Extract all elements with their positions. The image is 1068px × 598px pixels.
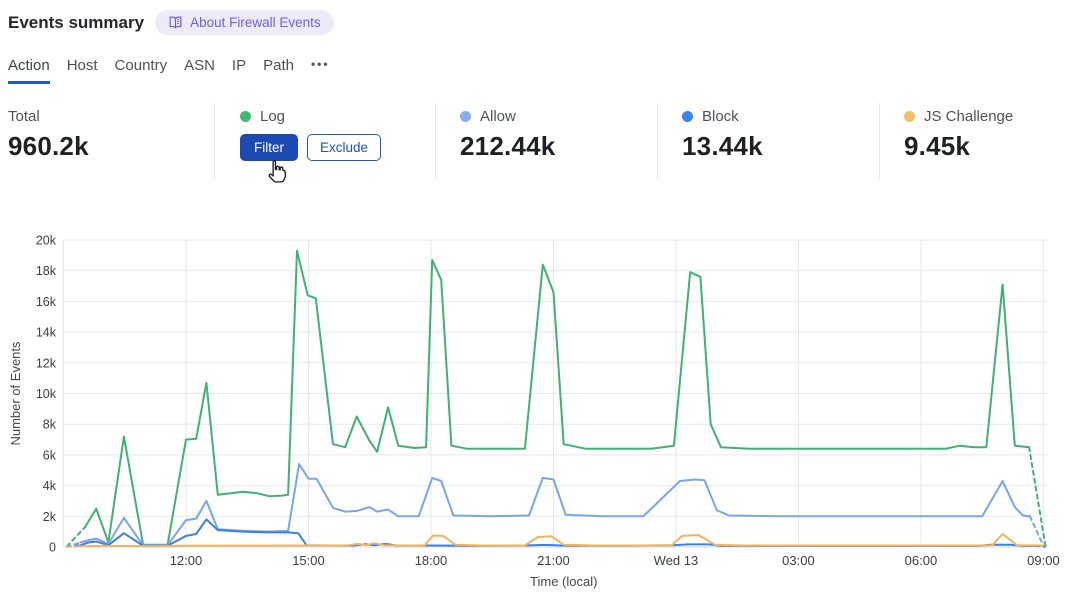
- x-tick-label: 21:00: [537, 553, 570, 568]
- stat-total-value: 960.2k: [8, 131, 89, 161]
- stat-divider: [214, 103, 215, 179]
- tab-host[interactable]: Host: [66, 57, 98, 74]
- legend-dot-block: [682, 111, 693, 122]
- y-tick-label: 8k: [43, 418, 57, 432]
- legend-dot-allow: [460, 111, 471, 122]
- y-tick-label: 2k: [43, 510, 57, 524]
- stat-divider: [657, 103, 658, 179]
- series-log-line: [84, 249, 1031, 546]
- filter-button[interactable]: Filter: [240, 134, 298, 161]
- y-axis-title: Number of Events: [8, 341, 23, 446]
- x-tick-label: 18:00: [415, 553, 448, 568]
- tab-path[interactable]: Path: [263, 57, 294, 74]
- tab-country[interactable]: Country: [114, 57, 168, 74]
- series-js-challenge-line: [79, 533, 1045, 548]
- book-icon: [169, 16, 182, 29]
- y-tick-label: 6k: [43, 448, 57, 462]
- stat-js-challenge[interactable]: JS Challenge 9.45k: [904, 108, 1013, 162]
- stat-label: Log: [260, 108, 286, 125]
- x-tick-label: 09:00: [1027, 553, 1060, 568]
- stat-label: JS Challenge: [924, 108, 1014, 125]
- about-firewall-events-badge[interactable]: About Firewall Events: [155, 10, 334, 35]
- group-by-tabs: Action Host Country ASN IP Path •••: [8, 57, 330, 84]
- events-summary-header: Events summary About Firewall Events: [8, 10, 334, 35]
- stat-total-label: Total: [8, 108, 40, 125]
- y-tick-label: 14k: [36, 326, 57, 340]
- tab-more[interactable]: •••: [310, 57, 330, 71]
- events-chart[interactable]: 0 2k 4k 6k 8k 10k 12k 14k 16k 18k 20k 12:00 15:00 18:…: [0, 225, 1068, 597]
- series-js-challenge-head-dashed: [65, 545, 82, 548]
- y-tick-label: 18k: [36, 264, 57, 278]
- y-tick-label: 0: [49, 541, 56, 555]
- tab-ip[interactable]: IP: [231, 57, 247, 74]
- stat-value: 212.44k: [460, 131, 556, 161]
- x-tick-label: 12:00: [170, 553, 203, 568]
- x-tick-label: 15:00: [292, 553, 325, 568]
- exclude-button[interactable]: Exclude: [307, 134, 382, 161]
- stat-label: Block: [702, 108, 739, 125]
- y-tick-label: 12k: [36, 356, 57, 370]
- stat-value: 13.44k: [682, 131, 763, 161]
- x-axis-title: Time (local): [530, 574, 597, 589]
- stat-divider: [879, 103, 880, 179]
- y-tick-label: 16k: [36, 295, 57, 309]
- series-log-head-dashed: [65, 526, 87, 548]
- stat-allow[interactable]: Allow 212.44k: [460, 108, 555, 162]
- tab-action[interactable]: Action: [8, 57, 50, 84]
- y-tick-label: 10k: [36, 387, 57, 401]
- y-tick-label: 20k: [36, 234, 57, 248]
- x-tick-label: 06:00: [905, 553, 938, 568]
- about-badge-label: About Firewall Events: [190, 15, 321, 30]
- series-allow-line: [79, 463, 1031, 547]
- stat-total: Total 960.2k: [8, 108, 89, 162]
- series-log-tail-dashed: [1028, 446, 1047, 548]
- stat-block[interactable]: Block 13.44k: [682, 108, 763, 162]
- stat-divider: [435, 103, 436, 179]
- stat-label: Allow: [480, 108, 516, 125]
- stat-log[interactable]: Log Filter Exclude: [240, 108, 382, 161]
- stat-value: 9.45k: [904, 131, 971, 161]
- stats-row: Total 960.2k Log Filter Exclude Allow 212.44…: [0, 100, 1068, 188]
- x-tick-label: 03:00: [782, 553, 815, 568]
- legend-dot-log: [240, 111, 251, 122]
- hand-pointer-cursor-icon: [268, 159, 286, 183]
- page-title: Events summary: [8, 12, 145, 32]
- tab-asn[interactable]: ASN: [184, 57, 215, 74]
- x-tick-label: Wed 13: [654, 553, 699, 568]
- series-allow-tail-dashed: [1028, 515, 1045, 547]
- legend-dot-js-challenge: [904, 111, 915, 122]
- y-tick-label: 4k: [43, 479, 57, 493]
